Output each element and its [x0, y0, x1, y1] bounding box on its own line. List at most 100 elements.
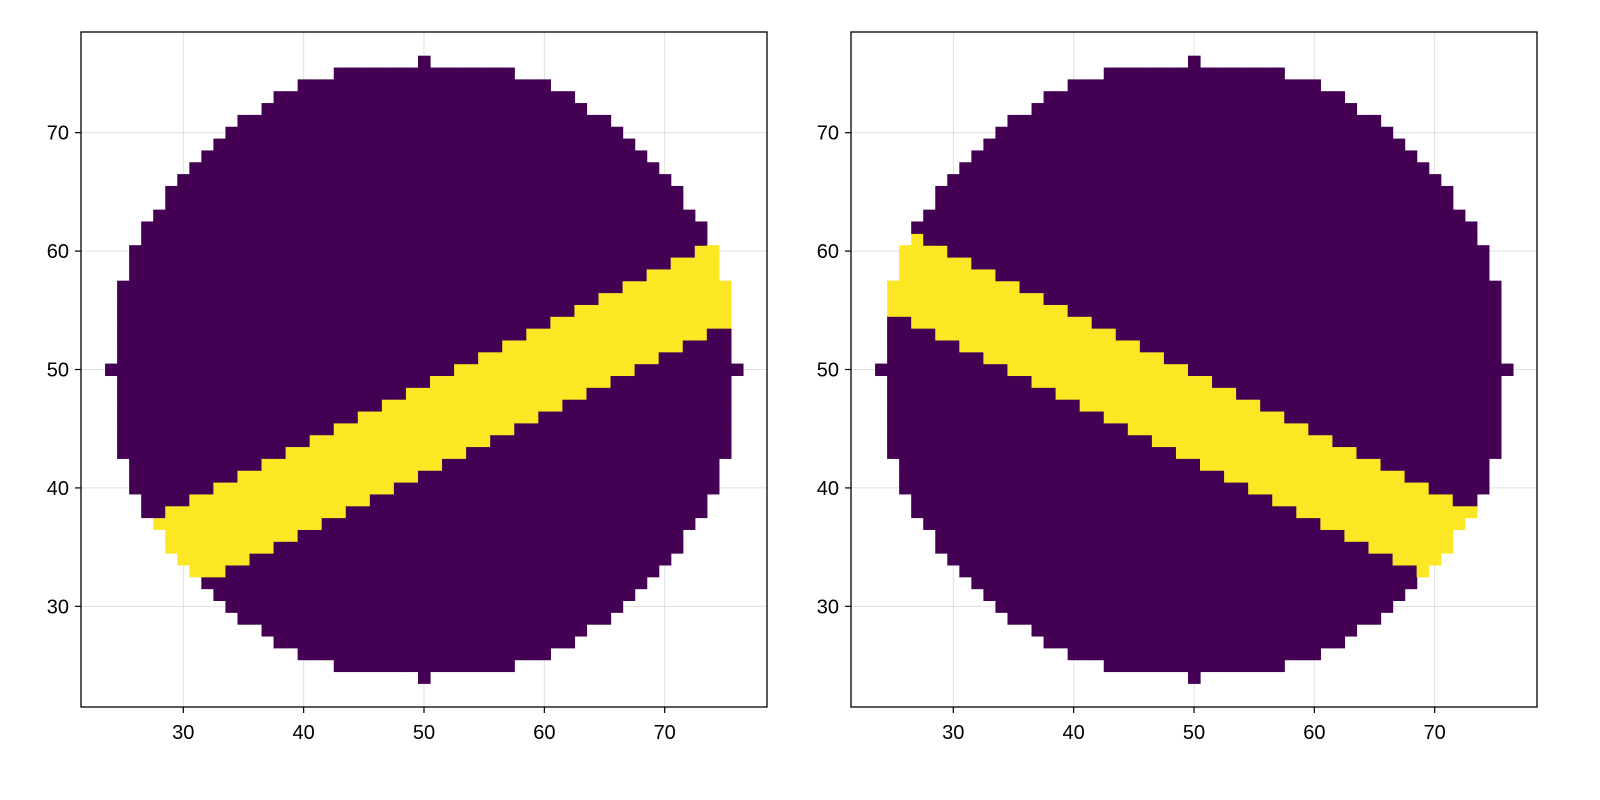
- heatmap-cell: [454, 328, 467, 341]
- heatmap-cell: [1260, 647, 1273, 661]
- heatmap-cell: [381, 600, 395, 613]
- heatmap-cell-band: [718, 304, 732, 317]
- heatmap-cell: [1332, 280, 1346, 294]
- heatmap-cell: [538, 635, 551, 649]
- heatmap-cell-band: [622, 339, 636, 353]
- heatmap-cell-band: [983, 316, 997, 329]
- heatmap-cell: [1344, 399, 1358, 412]
- heatmap-cell: [598, 126, 612, 140]
- heatmap-cell: [1103, 446, 1117, 459]
- heatmap-cell: [249, 564, 263, 578]
- heatmap-cell: [971, 529, 984, 542]
- heatmap-cell-band: [1200, 422, 1213, 436]
- heatmap-cell: [297, 600, 311, 613]
- heatmap-cell: [1236, 624, 1249, 637]
- heatmap-cell: [502, 221, 515, 234]
- heatmap-cell: [1103, 197, 1117, 211]
- heatmap-cell: [610, 505, 624, 519]
- heatmap-cell: [417, 257, 431, 270]
- heatmap-cell-band: [1031, 292, 1045, 305]
- heatmap-cell: [369, 67, 383, 80]
- heatmap-cell: [189, 399, 202, 412]
- heatmap-cell: [369, 541, 383, 554]
- x-tick-label: 50: [413, 722, 435, 744]
- heatmap-cell: [574, 245, 588, 258]
- heatmap-cell: [345, 339, 359, 353]
- heatmap-cell: [598, 482, 612, 495]
- heatmap-cell-band: [574, 339, 588, 353]
- heatmap-cell: [694, 422, 708, 436]
- heatmap-cell-band: [1127, 399, 1141, 412]
- heatmap-cell-band: [1368, 470, 1382, 483]
- heatmap-cell-band: [1200, 399, 1213, 412]
- heatmap-cell: [1139, 339, 1153, 353]
- heatmap-cell: [297, 422, 311, 436]
- heatmap-cell: [1224, 103, 1237, 116]
- heatmap-cell: [1356, 576, 1370, 590]
- heatmap-cell: [417, 576, 431, 590]
- heatmap-cell: [153, 410, 166, 424]
- heatmap-cell: [538, 257, 551, 270]
- heatmap-cell: [538, 470, 551, 483]
- heatmap-cell-band: [430, 387, 443, 400]
- heatmap-cell: [1200, 470, 1213, 483]
- heatmap-cell: [562, 446, 576, 459]
- heatmap-cell: [297, 150, 311, 163]
- heatmap-cell: [1127, 493, 1141, 507]
- heatmap-cell: [225, 564, 239, 578]
- heatmap-cell: [1296, 316, 1309, 329]
- heatmap-cell: [1356, 268, 1370, 282]
- heatmap-cell: [345, 399, 359, 412]
- heatmap-cell-band: [369, 422, 383, 436]
- heatmap-cell: [1175, 257, 1189, 270]
- heatmap-cell: [466, 221, 479, 234]
- heatmap-cell: [201, 221, 214, 234]
- heatmap-cell: [1392, 257, 1406, 270]
- heatmap-cell: [1284, 79, 1297, 92]
- heatmap-cell: [1212, 363, 1225, 377]
- heatmap-cell: [1043, 588, 1057, 602]
- heatmap-cell: [959, 387, 972, 400]
- heatmap-cell-band: [562, 363, 576, 377]
- heatmap-cell: [586, 209, 600, 223]
- heatmap-cell-band: [947, 292, 960, 305]
- heatmap-cell: [1007, 185, 1021, 199]
- heatmap-cell: [153, 387, 166, 400]
- heatmap-cell: [237, 138, 251, 152]
- heatmap-cell: [1452, 233, 1466, 246]
- heatmap-cell: [333, 150, 347, 163]
- heatmap-cell: [1163, 576, 1177, 590]
- heatmap-cell: [189, 363, 202, 377]
- heatmap-cell: [1344, 114, 1358, 128]
- heatmap-cell: [1284, 138, 1297, 152]
- heatmap-cell: [237, 434, 251, 448]
- heatmap-cell: [574, 553, 588, 566]
- heatmap-cell: [1103, 126, 1117, 140]
- heatmap-cell: [333, 174, 347, 187]
- heatmap-cell: [718, 399, 732, 412]
- heatmap-cell: [1079, 493, 1093, 507]
- heatmap-cell: [586, 126, 600, 140]
- heatmap-cell: [333, 328, 347, 341]
- heatmap-cell: [1284, 339, 1297, 353]
- heatmap-cell: [177, 410, 190, 424]
- heatmap-cell: [562, 221, 576, 234]
- heatmap-cell: [1404, 150, 1418, 163]
- heatmap-cell: [1404, 162, 1418, 175]
- heatmap-cell-band: [213, 541, 227, 554]
- heatmap-cell: [1043, 410, 1057, 424]
- heatmap-cell: [1464, 446, 1478, 459]
- heatmap-cell: [201, 434, 214, 448]
- heatmap-cell: [1416, 399, 1430, 412]
- heatmap-cell: [682, 434, 696, 448]
- heatmap-cell: [634, 410, 648, 424]
- heatmap-cell-band: [1296, 458, 1309, 471]
- heatmap-cell-band: [1368, 505, 1382, 519]
- heatmap-cell: [249, 612, 263, 625]
- heatmap-cell: [574, 446, 588, 459]
- heatmap-cell: [381, 387, 395, 400]
- heatmap-cell: [694, 458, 708, 471]
- heatmap-cell: [117, 280, 130, 294]
- heatmap-cell: [321, 257, 335, 270]
- heatmap-cell: [1332, 233, 1346, 246]
